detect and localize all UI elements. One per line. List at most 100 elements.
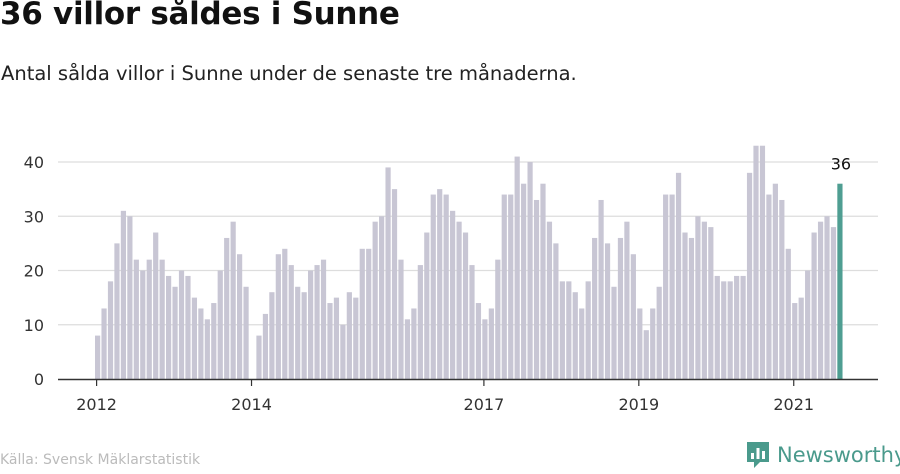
bar [514, 156, 520, 379]
bar [805, 270, 811, 379]
bar [469, 265, 475, 379]
bar [546, 221, 553, 379]
bar [366, 248, 372, 379]
bar [624, 221, 630, 379]
bar [288, 265, 294, 379]
bar [359, 248, 365, 379]
bar [753, 145, 759, 379]
x-tick-label: 2019 [618, 395, 659, 414]
bar [295, 286, 301, 379]
bar [669, 194, 675, 379]
bar [682, 232, 688, 379]
bar [127, 216, 133, 379]
bar [404, 319, 411, 379]
newsworthy-logo-icon [747, 442, 769, 468]
bar [553, 243, 559, 379]
x-tick-label: 2014 [231, 395, 272, 414]
bar [346, 292, 352, 379]
bar [256, 335, 262, 379]
bar [637, 308, 643, 379]
bar [734, 275, 740, 379]
bar [178, 270, 185, 379]
bar [456, 221, 462, 379]
source-note: Källa: Svensk Mäklarstatistik [0, 452, 201, 468]
bar [559, 281, 565, 379]
bar [424, 232, 430, 379]
bar [708, 227, 714, 379]
bar [824, 216, 830, 379]
bar [714, 275, 720, 379]
bar [308, 270, 314, 379]
y-tick-label: 10 [24, 316, 44, 335]
bar [811, 232, 817, 379]
bar [688, 237, 695, 379]
bar [437, 189, 443, 379]
bar [598, 199, 604, 379]
bar [727, 281, 733, 379]
bar [656, 286, 662, 379]
bar [817, 221, 824, 379]
bar [417, 265, 423, 379]
bar [237, 254, 243, 379]
bar [579, 308, 585, 379]
bar [411, 308, 417, 379]
bar [166, 275, 172, 379]
bar [224, 237, 230, 379]
bar [675, 172, 682, 379]
bar [701, 221, 707, 379]
bar [140, 270, 146, 379]
bar [521, 183, 527, 379]
bar [391, 189, 398, 379]
bar [540, 183, 546, 379]
chart-title: 36 villor såldes i Sunne [0, 0, 400, 32]
bar [101, 308, 107, 379]
x-tick-label: 2012 [76, 395, 117, 414]
bar [159, 259, 165, 379]
bar [830, 227, 837, 379]
bar [230, 221, 236, 379]
highlight-value-label: 36 [831, 155, 851, 174]
bar [217, 270, 223, 379]
bar [282, 248, 288, 379]
bar [650, 308, 656, 379]
bar [611, 286, 617, 379]
bar [617, 237, 624, 379]
bar [204, 319, 210, 379]
bar [488, 308, 494, 379]
bar [153, 232, 159, 379]
y-tick-label: 40 [24, 153, 44, 172]
bar [398, 259, 404, 379]
bar [353, 297, 359, 379]
bar [785, 248, 791, 379]
bar [772, 183, 778, 379]
bar [766, 194, 772, 379]
bar [211, 303, 217, 379]
bar [450, 210, 456, 379]
bar [301, 292, 307, 379]
bar [379, 216, 385, 379]
bar [508, 194, 514, 379]
bar [243, 286, 249, 379]
bar [340, 324, 346, 379]
bar [572, 292, 578, 379]
brand-name: Newsworthy [777, 443, 900, 467]
x-tick-label: 2017 [464, 395, 505, 414]
bar [262, 313, 269, 379]
bar [746, 172, 753, 379]
bar [185, 275, 191, 379]
bar [172, 286, 178, 379]
chart-subtitle: Antal sålda villor i Sunne under de sena… [1, 62, 577, 85]
bar [430, 194, 436, 379]
bar [798, 297, 804, 379]
y-tick-label: 30 [24, 207, 44, 226]
bar [533, 199, 540, 379]
bar [107, 281, 114, 379]
bar [643, 330, 649, 379]
bar [275, 254, 281, 379]
bar [779, 199, 785, 379]
bar [527, 162, 533, 379]
brand-logo: Newsworthy [745, 440, 900, 470]
bar [133, 259, 139, 379]
highlight-bar [837, 183, 843, 379]
bar [501, 194, 507, 379]
